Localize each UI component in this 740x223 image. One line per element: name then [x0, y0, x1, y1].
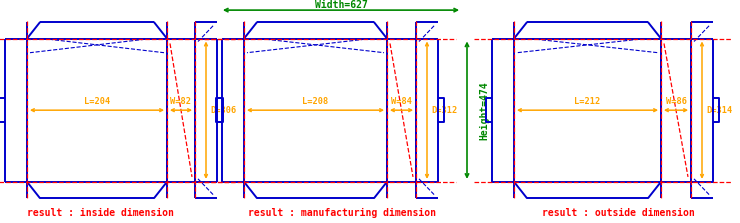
Text: L=204: L=204 — [84, 97, 110, 106]
Text: result : manufacturing dimension: result : manufacturing dimension — [248, 208, 436, 218]
Text: W=82: W=82 — [170, 97, 192, 106]
Text: W=86: W=86 — [665, 97, 687, 106]
Text: result : inside dimension: result : inside dimension — [27, 208, 173, 218]
Text: D=306: D=306 — [210, 106, 236, 115]
Text: Height=474: Height=474 — [479, 81, 489, 140]
Text: Width=627: Width=627 — [314, 0, 368, 10]
Text: result : outside dimension: result : outside dimension — [542, 208, 694, 218]
Text: L=208: L=208 — [303, 97, 329, 106]
Text: W=84: W=84 — [391, 97, 412, 106]
Text: L=212: L=212 — [574, 97, 601, 106]
Text: D=312: D=312 — [431, 106, 457, 115]
Text: D=314: D=314 — [706, 106, 733, 115]
